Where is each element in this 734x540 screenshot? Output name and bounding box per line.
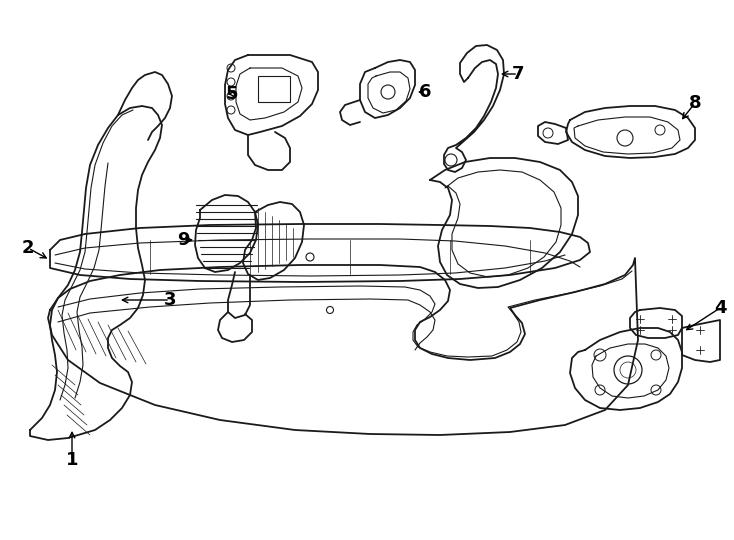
Text: 6: 6 — [419, 83, 432, 101]
Text: 9: 9 — [177, 231, 189, 249]
Text: 8: 8 — [688, 94, 701, 112]
Text: 5: 5 — [226, 85, 239, 103]
Text: 7: 7 — [512, 65, 524, 83]
Text: 2: 2 — [22, 239, 34, 257]
Bar — [258, 76, 290, 102]
Text: 4: 4 — [713, 299, 726, 317]
Text: 1: 1 — [66, 451, 79, 469]
Text: 3: 3 — [164, 291, 176, 309]
